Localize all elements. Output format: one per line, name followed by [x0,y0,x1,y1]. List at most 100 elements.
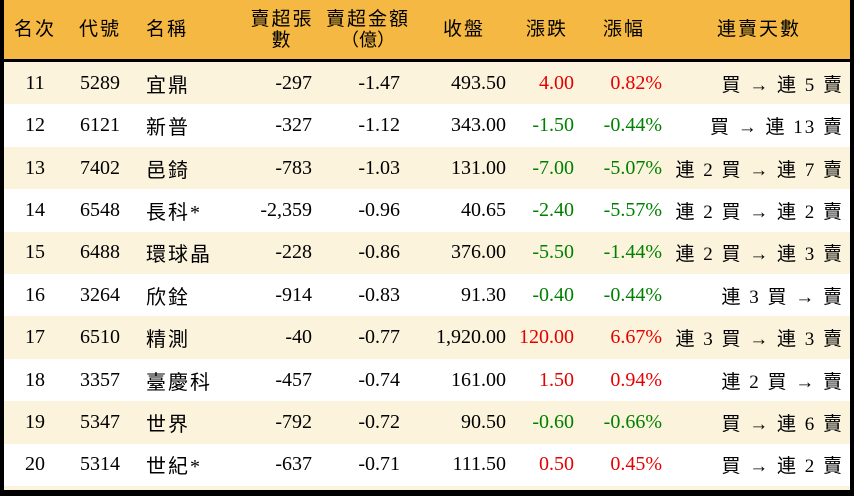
cell-rank: 19 [25,410,45,433]
column-header-rank: 名次 [4,19,66,40]
column-header-close: 收盤 [414,19,514,40]
cell-rank: 20 [25,453,45,476]
cell-change-pct: 0.45% [610,453,662,476]
cell-sell-volume: -637 [275,453,312,476]
column-header-sublabel: （億） [341,29,395,50]
cell-change: 0.50 [539,453,574,476]
column-header-code: 代號 [66,19,134,40]
cell-sell-streak: 連 3 買 → 連 3 賣 [675,329,844,351]
cell-change: -0.60 [532,410,574,433]
cell-sell-volume: -457 [275,368,312,391]
column-header-label: 名次 [13,19,56,40]
cell-change: -7.00 [532,156,574,179]
cell-name: 精測 [146,329,190,352]
column-header-sell-streak: 連賣天數 [668,19,850,40]
cell-change-pct: -0.44% [603,283,662,306]
cell-code: 6488 [80,241,120,264]
table-row: 11 5289 宜鼎 -297 -1.47 493.50 4.00 0.82% 買 → 連 5 … [4,62,850,105]
cell-rank: 14 [25,198,45,221]
table-row: 18 3357 臺慶科 -457 -0.74 161.00 1.50 0.94% 連 2 買 →… [4,358,850,402]
cell-sell-amount: -1.47 [358,71,400,94]
table-row: 20 5314 世紀* -637 -0.71 111.50 0.50 0.45% 買 → 連 2… [4,443,850,487]
cell-close: 161.00 [451,368,506,391]
cell-close: 131.00 [451,156,506,179]
table-row: 12 6121 新普 -327 -1.12 343.00 -1.50 -0.44% 買 → 連 … [4,104,850,147]
cell-change: -1.50 [532,114,574,137]
cell-sell-streak: 連 2 買 → 賣 [721,371,844,393]
cell-change: 4.00 [539,71,574,94]
cell-sell-streak: 連 3 買 → 賣 [721,286,844,308]
cell-rank: 17 [25,326,45,349]
cell-change-pct: -5.07% [603,156,662,179]
cell-rank: 15 [25,241,45,264]
column-header-label: 收盤 [442,19,485,40]
cell-sell-amount: -0.83 [358,283,400,306]
cell-name: 新普 [146,117,190,140]
cell-name: 世界 [146,413,190,436]
cell-close: 1,920.00 [436,326,506,349]
cell-sell-volume: -40 [285,326,312,349]
cell-close: 343.00 [451,114,506,137]
cell-name: 環球晶 [146,244,212,267]
cell-sell-amount: -0.71 [358,453,400,476]
cell-sell-amount: -0.86 [358,241,400,264]
cell-change: -5.50 [532,241,574,264]
cell-sell-amount: -0.96 [358,198,400,221]
cell-name: 邑錡 [146,159,190,182]
cell-sell-streak: 買 → 連 6 賣 [721,413,844,435]
cell-name: 欣銓 [146,286,190,309]
cell-sell-streak: 買 → 連 5 賣 [721,74,844,96]
cell-change: 120.00 [519,326,574,349]
cell-rank: 13 [25,156,45,179]
column-header-label: 漲跌 [525,19,568,40]
cell-change: -0.40 [532,283,574,306]
table-row: 13 7402 邑錡 -783 -1.03 131.00 -7.00 -5.07% 連 2 買 … [4,146,850,190]
cell-sell-volume: -228 [275,241,312,264]
table-body: 11 5289 宜鼎 -297 -1.47 493.50 4.00 0.82% 買 → 連 5 … [4,62,850,487]
column-header-change: 漲跌 [514,19,580,40]
table-row: 16 3264 欣銓 -914 -0.83 91.30 -0.40 -0.44% 連 3 買 →… [4,274,850,317]
table-row: 15 6488 環球晶 -228 -0.86 376.00 -5.50 -1.44% 連 2 買… [4,231,850,275]
table-row: 14 6548 長科* -2,359 -0.96 40.65 -2.40 -5.57% 連 2 … [4,189,850,232]
cell-close: 90.50 [461,410,506,433]
column-header-label: 連賣天數 [716,19,801,40]
cell-sell-amount: -1.03 [358,156,400,179]
cell-code: 6548 [80,198,120,221]
cell-code: 6121 [80,114,120,137]
cell-sell-volume: -327 [275,114,312,137]
cell-change-pct: 6.67% [610,326,662,349]
column-header-label: 漲幅 [602,19,645,40]
cell-name: 世紀* [146,456,202,479]
cell-change-pct: -1.44% [603,241,662,264]
cell-sell-amount: -0.77 [358,326,400,349]
column-header-label: 名稱 [146,19,189,40]
table-row: 19 5347 世界 -792 -0.72 90.50 -0.60 -0.66% 買 → 連 6… [4,401,850,444]
cell-close: 493.50 [451,71,506,94]
cell-close: 376.00 [451,241,506,264]
table-header-row: 名次 代號 名稱 賣超張數 賣超金額 （億） 收盤 漲跌 漲幅 連賣天數 [4,0,850,62]
cell-sell-amount: -1.12 [358,114,400,137]
cell-code: 5347 [80,410,120,433]
cell-name: 臺慶科 [146,371,212,394]
table-row: 17 6510 精測 -40 -0.77 1,920.00 120.00 6.67% 連 3 買… [4,316,850,359]
cell-change-pct: 0.94% [610,368,662,391]
cell-close: 111.50 [452,453,506,476]
cell-change-pct: 0.82% [610,71,662,94]
bottom-strip [4,486,850,490]
cell-close: 91.30 [461,283,506,306]
column-header-sell-volume: 賣超張數 [242,9,322,51]
column-header-name: 名稱 [134,19,242,40]
cell-sell-amount: -0.74 [358,368,400,391]
cell-sell-streak: 買 → 連 13 賣 [709,117,844,139]
column-header-label: 代號 [78,19,121,40]
column-header-change-pct: 漲幅 [580,19,668,40]
cell-change-pct: -5.57% [603,198,662,221]
cell-change-pct: -0.66% [603,410,662,433]
column-header-label: 賣超金額 [325,8,410,30]
column-header-sell-amount: 賣超金額 （億） [322,9,414,51]
cell-rank: 18 [25,368,45,391]
cell-sell-volume: -297 [275,71,312,94]
cell-change-pct: -0.44% [603,114,662,137]
cell-change: -2.40 [532,198,574,221]
